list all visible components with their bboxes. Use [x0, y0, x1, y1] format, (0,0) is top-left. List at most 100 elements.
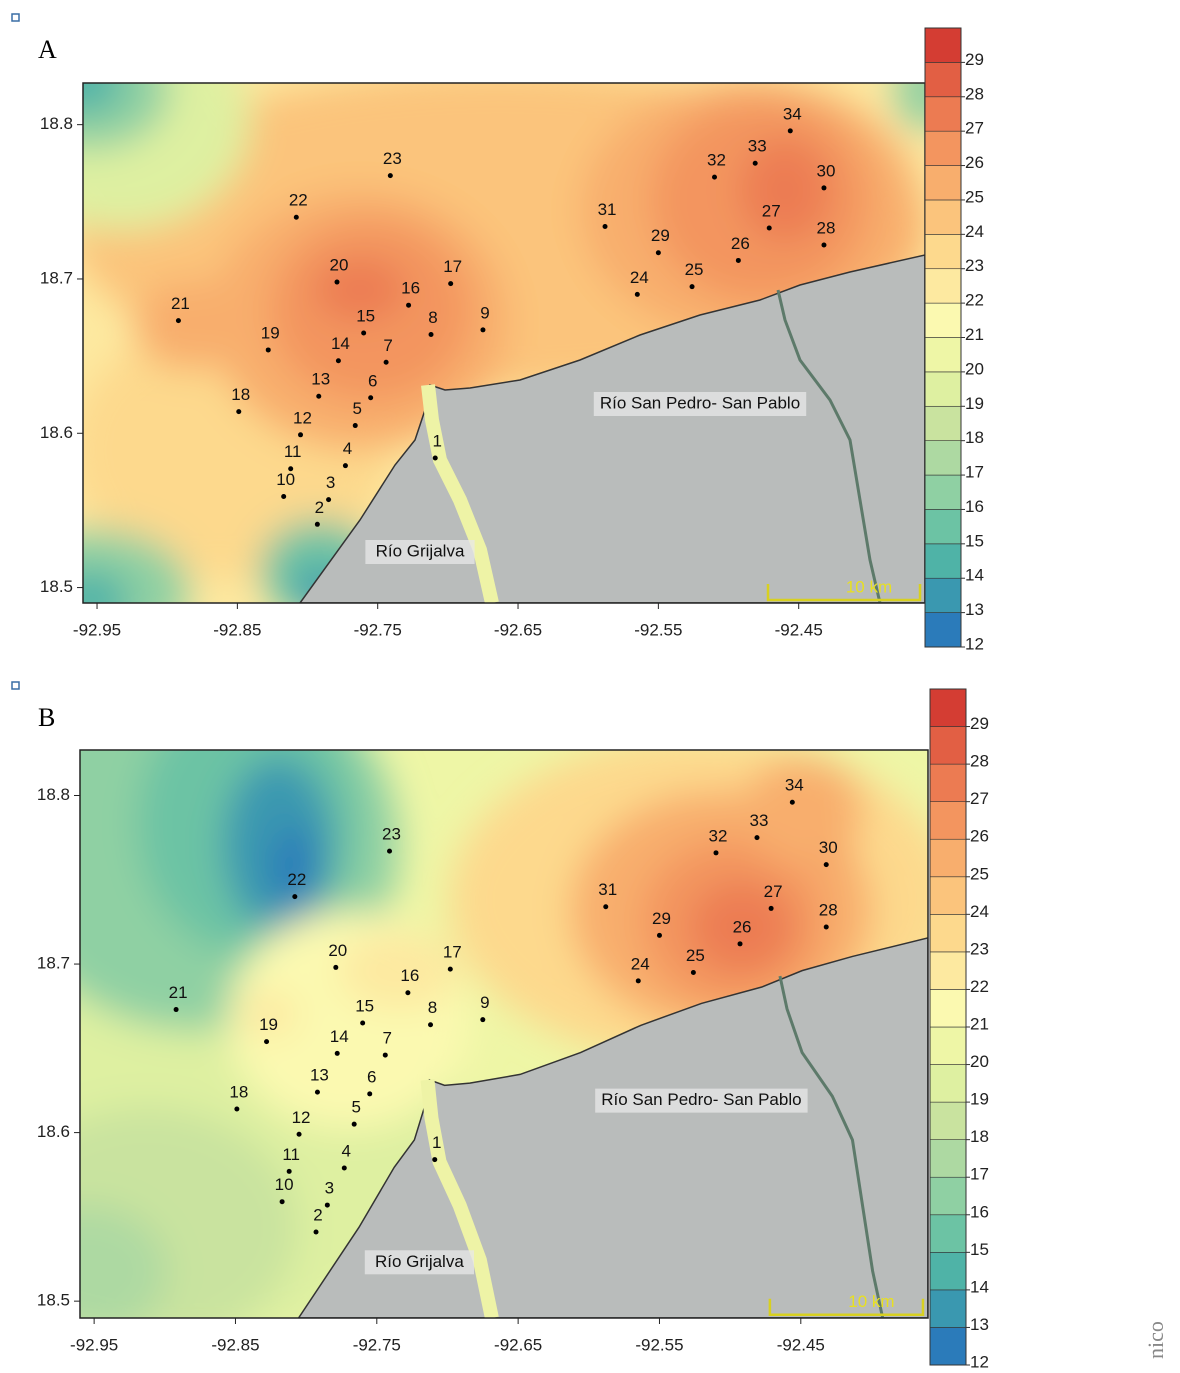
station-point [823, 862, 829, 868]
colorbar-tick-label: 23 [965, 256, 984, 275]
station-label: 14 [330, 1027, 349, 1046]
colorbar-tick-label: 27 [965, 119, 984, 138]
colorbar-tick-label: 15 [970, 1240, 989, 1259]
station-label: 26 [733, 917, 752, 936]
station-label: 5 [353, 399, 362, 418]
colorbar-band [924, 543, 962, 579]
station-point [326, 497, 332, 503]
station-label: 15 [356, 306, 375, 325]
station-point [367, 1091, 373, 1097]
station-point [341, 1165, 347, 1171]
colorbar-band [929, 688, 967, 727]
station-label: 32 [709, 826, 728, 845]
station-label: 34 [783, 104, 802, 123]
colorbar-tick-label: 28 [970, 752, 989, 771]
station-point [351, 1121, 357, 1127]
colorbar-tick-label: 21 [965, 325, 984, 344]
colorbar-band [924, 302, 962, 338]
station-point [754, 835, 760, 841]
station-point [737, 941, 743, 947]
station-point [333, 964, 339, 970]
contour-band [83, 83, 123, 113]
station-label: 32 [707, 151, 726, 170]
river-label: Río Grijalva [376, 541, 465, 560]
y-tick-label: 18.7 [37, 954, 70, 973]
colorbar-band [929, 876, 967, 915]
station-point [352, 423, 358, 429]
colorbar-tick-label: 20 [970, 1052, 989, 1071]
colorbar-band [929, 1101, 967, 1140]
x-tick-label: -92.45 [775, 620, 823, 639]
colorbar-tick-label: 25 [965, 187, 984, 206]
station-label: 33 [748, 137, 767, 156]
station-label: 14 [331, 334, 350, 353]
station-point [713, 850, 719, 856]
x-tick-label: -92.85 [211, 1335, 259, 1354]
y-tick-label: 18.7 [40, 268, 73, 287]
scale-label: 10 km [846, 577, 892, 596]
river-label: Río Grijalva [375, 1252, 464, 1271]
station-label: 30 [819, 838, 838, 857]
x-tick-label: -92.95 [73, 620, 121, 639]
station-label: 16 [400, 966, 419, 985]
station-point [387, 173, 393, 179]
colorbar-frame [924, 27, 962, 648]
station-label: 18 [229, 1082, 248, 1101]
colorbar-tick-label: 13 [965, 600, 984, 619]
station-point [293, 214, 299, 220]
station-label: 33 [750, 811, 769, 830]
station-point [335, 358, 341, 364]
colorbar-frame [929, 688, 967, 1366]
contour-band [80, 1205, 168, 1318]
station-label: 27 [764, 882, 783, 901]
station-label: 11 [282, 1145, 300, 1164]
station-point [656, 932, 662, 938]
x-tick-label: -92.95 [70, 1335, 118, 1354]
colorbar-band [929, 801, 967, 840]
station-point [314, 1089, 320, 1095]
station-label: 3 [325, 1179, 334, 1198]
map-panel: B -92.95 -92.85 -92.75 -92.65 -92.55 -92.45 18.… [37, 688, 989, 1371]
colorbar-tick-label: 23 [970, 939, 989, 958]
station-point [432, 455, 438, 461]
colorbar-band [929, 1289, 967, 1328]
station-label: 2 [315, 498, 324, 517]
colorbar-tick-label: 16 [965, 497, 984, 516]
anchor-icon [11, 681, 20, 690]
colorbar-tick-label: 27 [970, 789, 989, 808]
colorbar-band [929, 1064, 967, 1103]
station-point [298, 432, 304, 438]
colorbar-tick-label: 13 [970, 1315, 989, 1334]
station-label: 28 [819, 900, 838, 919]
colorbar-band [924, 234, 962, 270]
station-label: 19 [261, 323, 280, 342]
station-label: 16 [401, 279, 420, 298]
y-tick-label: 18.6 [37, 1122, 70, 1141]
station-point [368, 395, 374, 401]
station-label: 26 [731, 234, 750, 253]
station-label: 1 [432, 1133, 441, 1152]
colorbar-band [929, 763, 967, 802]
y-tick-label: 18.6 [40, 423, 73, 442]
station-label: 23 [383, 149, 402, 168]
station-point [175, 318, 181, 324]
river-label: Río San Pedro- San Pablo [600, 393, 800, 412]
x-tick-label: -92.75 [354, 620, 402, 639]
colorbar-tick-label: 12 [965, 634, 984, 653]
station-point [603, 904, 609, 910]
colorbar-tick-label: 17 [965, 463, 984, 482]
scale-bar [766, 584, 922, 602]
colorbar-band [924, 577, 962, 613]
station-point [448, 281, 454, 287]
station-label: 18 [231, 385, 250, 404]
station-label: 1 [433, 431, 442, 450]
station-label: 25 [685, 260, 704, 279]
river-label: Río San Pedro- San Pablo [601, 1090, 801, 1109]
station-point [292, 894, 298, 900]
scale-bar [768, 1298, 925, 1316]
station-label: 12 [293, 408, 312, 427]
colorbar-tick-label: 22 [965, 291, 984, 310]
station-label: 28 [816, 219, 835, 238]
colorbar-tick-label: 26 [965, 153, 984, 172]
